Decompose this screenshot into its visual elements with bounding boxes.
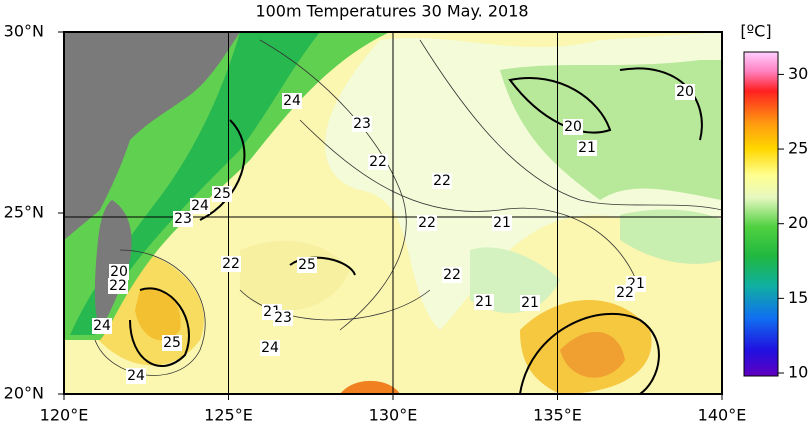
contour-label: 21 [578,140,596,156]
contour-label: 25 [163,335,181,351]
contour-label: 24 [283,93,301,109]
contour-label: 23 [174,211,192,227]
colorbar-tick-label: 30 [788,64,808,83]
contour-label: 22 [109,278,127,294]
contour-label: 24 [191,198,209,214]
contour-label: 21 [493,215,511,231]
contour-label: 22 [222,256,240,272]
lon-tick-label: 125°E [204,406,253,425]
colorbar-tick-label: 20 [788,213,808,232]
contour-label: 23 [353,116,371,132]
contour-label: 21 [521,295,539,311]
lat-tick-label: 20°N [4,384,44,403]
contour-label: 20 [110,264,128,280]
lon-tick-label: 135°E [533,406,582,425]
lon-tick-label: 130°E [369,406,418,425]
contour-label: 23 [274,310,292,326]
contour-label-bg [368,154,388,170]
contour-label-bg [474,294,494,310]
colorbar-tick-label: 10 [788,363,808,382]
contour-label: 21 [475,294,493,310]
contour-label-bg [162,335,182,351]
contour-label: 22 [418,215,436,231]
contour-label-bg [442,267,462,283]
contour-label-bg [563,119,583,135]
contour-label-bg [273,310,293,326]
contour-label: 20 [564,119,582,135]
contour-label-bg [212,186,232,202]
contour-label-bg [108,278,128,294]
colorbar [743,51,779,377]
contour-label-bg [492,215,512,231]
colorbar-tick-label: 25 [788,139,808,158]
contour-label-bg [260,340,280,356]
lat-tick-label: 25°N [4,203,44,222]
contour-label: 24 [261,340,279,356]
contour-label: 22 [443,267,461,283]
contour-label: 25 [298,257,316,273]
contour-label: 22 [433,173,451,189]
contour-label-bg [221,256,241,272]
lat-tick-label: 30°N [4,22,44,41]
contour-label-bg [417,215,437,231]
contour-label: 20 [676,84,694,100]
colorbar-tick-label: 15 [788,288,808,307]
contour-label-bg [109,264,129,280]
contour-label-bg [615,285,635,301]
contour-label: 25 [213,186,231,202]
contour-label-bg [92,318,112,334]
contour-label-bg [577,140,597,156]
contour-label-bg [297,257,317,273]
contour-label: 22 [616,285,634,301]
contour-label-bg [282,93,302,109]
contour-label: 24 [127,368,145,384]
contour-label-bg [675,84,695,100]
lon-tick-label: 140°E [698,406,747,425]
contour-label: 22 [369,154,387,170]
colorbar-unit: [ºC] [740,22,771,41]
lon-tick-label: 120°E [40,406,89,425]
contour-label-bg [173,211,193,227]
contour-label-bg [520,295,540,311]
contour-label-bg [352,116,372,132]
map-title: 100m Temperatures 30 May. 2018 [255,2,528,21]
contour-label-bg [126,368,146,384]
contour-label: 24 [93,318,111,334]
contour-label-bg [190,198,210,214]
contour-label-bg [432,173,452,189]
